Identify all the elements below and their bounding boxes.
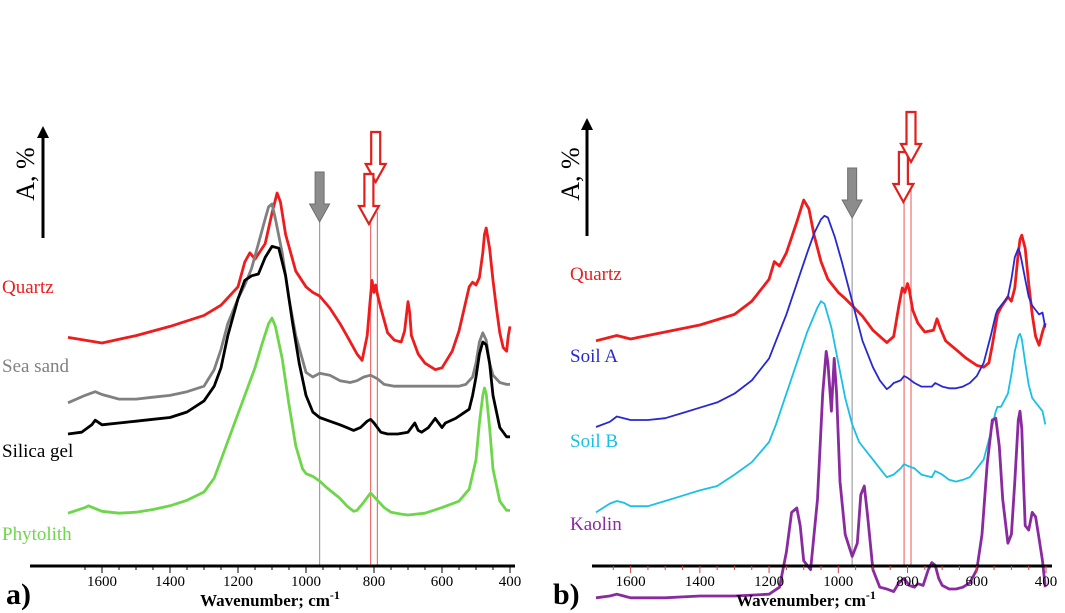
series-label-kaolin: Kaolin — [570, 514, 622, 535]
panel-b: Quartz Soil A Soil B Kaolin 1600 1400 1200 1000… — [553, 110, 1058, 611]
x-tick-label: 1400 — [155, 574, 185, 590]
x-tick-label: 1600 — [616, 574, 646, 590]
series-line-kaolin — [595, 350, 1047, 600]
series-label-soil-a: Soil A — [570, 346, 618, 367]
series-line-phytolith — [67, 316, 510, 517]
x-axis-label: Wavenumber; cm-1 — [200, 588, 340, 610]
peak-arrow-2 — [357, 172, 381, 227]
series-line-soil-a — [595, 214, 1047, 428]
series-line-quartz — [595, 198, 1047, 369]
panel-label: b) — [553, 578, 580, 611]
x-tick-label: 600 — [431, 574, 454, 590]
series-label-sea-sand: Sea sand — [2, 356, 70, 377]
x-tick-label: 1600 — [87, 574, 117, 590]
x-tick-label: 600 — [966, 574, 989, 590]
y-axis-label: A, % — [556, 147, 585, 200]
series-line-silica-gel — [67, 245, 510, 439]
peak-arrow-0 — [841, 167, 864, 220]
x-tick-label: 400 — [499, 574, 522, 590]
x-tick-label: 1200 — [754, 574, 784, 590]
y-axis-label: A, % — [11, 147, 40, 200]
series-label-soil-b: Soil B — [570, 431, 618, 452]
x-tick-label: 1200 — [223, 574, 253, 590]
series-line-quartz — [67, 191, 512, 371]
x-tick-label: 1400 — [685, 574, 715, 590]
peak-arrow-2 — [899, 110, 923, 165]
series-line-sea-sand — [67, 202, 510, 405]
series-line-soil-b — [595, 300, 1047, 514]
series-label-silica-gel: Silica gel — [2, 441, 73, 462]
x-tick-label: 800 — [896, 574, 919, 590]
series-label-quartz: Quartz — [570, 264, 622, 285]
series-label-quartz: Quartz — [2, 277, 54, 298]
peak-arrow-1 — [363, 130, 388, 185]
x-axis-label: Wavenumber; cm-1 — [736, 588, 876, 610]
x-tick-label: 800 — [363, 574, 386, 590]
panel-label: a) — [6, 578, 31, 611]
x-tick-label: 400 — [1035, 574, 1058, 590]
y-axis-arrow-head — [37, 126, 49, 138]
x-tick-label: 1000 — [823, 574, 853, 590]
panel-a: Quartz Sea sand Silica gel Phytolith 1600 140… — [2, 126, 521, 611]
series-label-phytolith: Phytolith — [2, 524, 72, 545]
peak-arrow-0 — [308, 171, 331, 224]
y-axis-arrow-head — [581, 118, 593, 130]
x-tick-label: 1000 — [291, 574, 321, 590]
